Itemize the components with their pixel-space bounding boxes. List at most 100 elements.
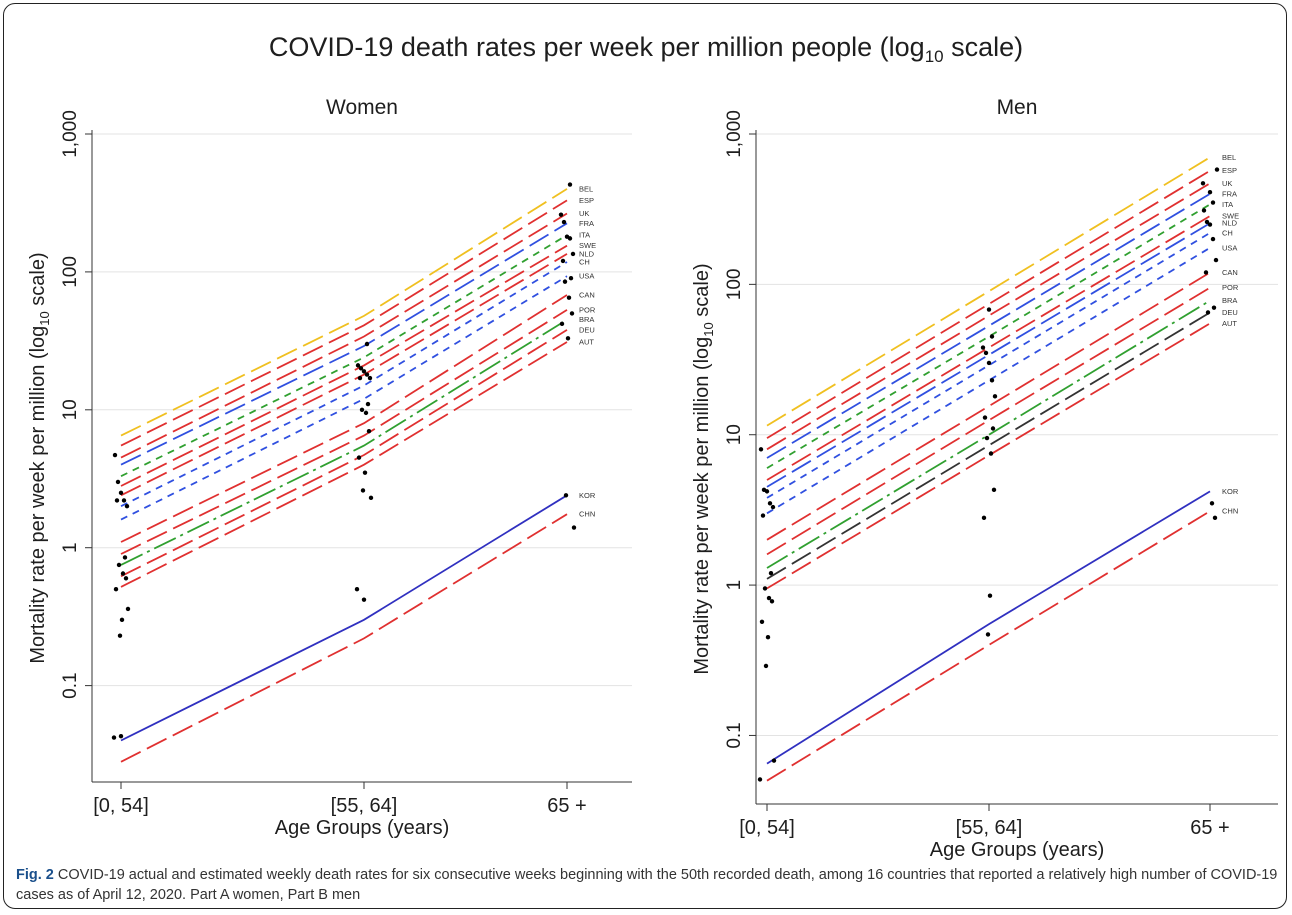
series-line-bra (766, 299, 1211, 569)
series-line-swe (120, 244, 568, 487)
data-point (985, 632, 991, 637)
series-label-esp: ESP (1222, 166, 1237, 175)
data-point (368, 495, 374, 501)
chart-panels: 0.1 1 10 100 1,000 [0, 54] [55, 64] 65 + Women Ag… (27, 96, 1278, 861)
data-point (355, 363, 361, 368)
series-label-can: CAN (1222, 268, 1238, 277)
series-label-usa: USA (579, 272, 594, 281)
y-tick-label: 10 (724, 424, 745, 445)
data-point (367, 375, 373, 381)
series-label-bra: BRA (1222, 296, 1237, 305)
data-point (567, 182, 573, 187)
data-point (354, 587, 360, 592)
data-point (569, 311, 575, 316)
series-line-por (120, 309, 568, 555)
data-point (1204, 219, 1210, 225)
data-point (122, 555, 128, 560)
series-line-ita (766, 203, 1211, 469)
data-point (1209, 501, 1215, 506)
y-tick-label: 1 (724, 580, 745, 591)
data-point (1212, 515, 1218, 521)
data-point (989, 378, 995, 383)
data-point (366, 428, 372, 434)
data-point (1207, 222, 1213, 227)
data-point (361, 597, 367, 602)
figure-caption: Fig. 2 COVID-19 actual and estimated wee… (16, 865, 1278, 905)
data-point (360, 488, 366, 493)
y-tick-label: 0.1 (724, 722, 745, 748)
data-point (111, 735, 117, 740)
chart-title: Men (997, 96, 1038, 119)
series-line-uk (120, 212, 568, 459)
series-line-nld (120, 253, 568, 497)
data-point (565, 336, 571, 341)
x-tick-label: [0, 54] (739, 817, 795, 839)
series-line-bel (766, 156, 1211, 427)
x-tick-label: 65 + (547, 795, 586, 817)
series-label-ch: CH (1222, 228, 1233, 237)
data-point (364, 341, 370, 347)
x-tick-label: 65 + (1190, 817, 1229, 839)
y-tick-label: 1,000 (724, 110, 745, 158)
series-label-chn: CHN (579, 510, 595, 519)
data-point (365, 401, 371, 407)
data-point (364, 372, 370, 377)
series-label-deu: DEU (579, 325, 595, 334)
series-label-fra: FRA (1222, 189, 1237, 198)
series-label-ita: ITA (1222, 200, 1233, 209)
series-line-fra (120, 222, 568, 466)
caption-text: COVID-19 actual and estimated weekly dea… (16, 867, 1278, 903)
data-point (560, 258, 566, 264)
data-point (757, 777, 763, 782)
data-point (765, 635, 771, 640)
series-line-ch (120, 261, 568, 508)
series-label-chn: CHN (1222, 507, 1238, 516)
data-point (1211, 305, 1217, 310)
x-axis-label: Age Groups (years) (930, 839, 1105, 861)
data-point (990, 426, 996, 431)
data-point (982, 415, 988, 420)
series-label-ch: CH (579, 257, 590, 266)
series-line-swe (766, 215, 1211, 481)
data-point (980, 345, 986, 350)
data-point (570, 251, 576, 257)
data-point (571, 525, 577, 530)
data-point (361, 369, 367, 374)
y-tick-label: 100 (60, 256, 81, 288)
chart-women: 0.1 1 10 100 1,000 [0, 54] [55, 64] 65 + Women Ag… (27, 96, 632, 839)
y-axis-label: Mortality rate per week per million (log… (27, 252, 52, 663)
data-point (1205, 310, 1211, 315)
series-line-fra (766, 193, 1211, 459)
data-point (759, 619, 765, 624)
data-point (1200, 181, 1206, 186)
data-point (984, 435, 990, 441)
x-tick-label: [0, 54] (93, 795, 149, 817)
series-line-can (766, 271, 1211, 541)
data-point (124, 503, 130, 509)
series-line-deu (766, 311, 1211, 580)
series-label-aut: AUT (579, 338, 594, 347)
data-point (992, 394, 998, 399)
data-point (121, 498, 127, 503)
data-point (568, 276, 574, 281)
series-label-fra: FRA (579, 219, 594, 228)
data-point (988, 451, 994, 456)
data-point (118, 490, 124, 496)
y-axis-label: Mortality rate per week per million (log… (691, 263, 716, 674)
y-tick-label: 100 (724, 269, 745, 301)
series-label-nld: NLD (579, 249, 595, 258)
series-line-ch (766, 232, 1211, 499)
series-line-can (120, 294, 568, 543)
data-point (118, 733, 124, 739)
series-line-deu (120, 329, 568, 578)
y-tick-label: 0.1 (60, 672, 81, 698)
data-point (766, 595, 772, 601)
series-label-can: CAN (579, 291, 595, 300)
series-line-usa (766, 247, 1211, 515)
data-point (115, 479, 121, 485)
data-point (1213, 257, 1219, 263)
data-point (767, 501, 773, 506)
data-point (112, 452, 118, 458)
y-tick-label: 1,000 (60, 110, 81, 158)
data-point (563, 493, 569, 498)
